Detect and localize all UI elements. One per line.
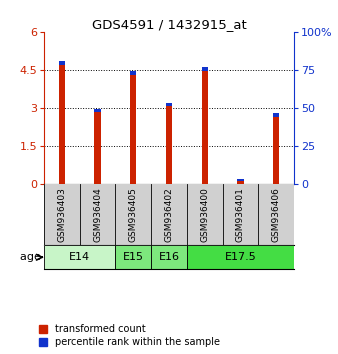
Text: E15: E15: [123, 252, 144, 262]
Bar: [58, 65, 65, 184]
Legend: transformed count, percentile rank within the sample: transformed count, percentile rank withi…: [39, 325, 220, 347]
Bar: [58, 61, 65, 65]
Bar: [94, 109, 101, 113]
Text: GSM936402: GSM936402: [165, 188, 173, 242]
Text: E16: E16: [159, 252, 179, 262]
Bar: [115, 245, 151, 269]
Bar: [166, 106, 172, 184]
Bar: [44, 245, 115, 269]
Bar: [94, 113, 101, 184]
Text: E17.5: E17.5: [224, 252, 256, 262]
Text: GSM936403: GSM936403: [57, 188, 66, 242]
Title: GDS4591 / 1432915_at: GDS4591 / 1432915_at: [92, 18, 246, 31]
Bar: [237, 179, 244, 181]
Bar: [187, 245, 294, 269]
Bar: [151, 245, 187, 269]
Bar: [130, 71, 137, 75]
Bar: [201, 68, 208, 70]
Bar: [237, 181, 244, 184]
Bar: [273, 113, 280, 117]
Text: age: age: [20, 252, 44, 262]
Text: GSM936400: GSM936400: [200, 188, 209, 242]
Bar: [273, 117, 280, 184]
Bar: [130, 75, 137, 184]
Text: GSM936405: GSM936405: [129, 188, 138, 242]
Text: GSM936404: GSM936404: [93, 188, 102, 242]
Bar: [166, 103, 172, 106]
Text: GSM936406: GSM936406: [272, 188, 281, 242]
Bar: [201, 70, 208, 184]
Text: GSM936401: GSM936401: [236, 188, 245, 242]
Text: E14: E14: [69, 252, 90, 262]
